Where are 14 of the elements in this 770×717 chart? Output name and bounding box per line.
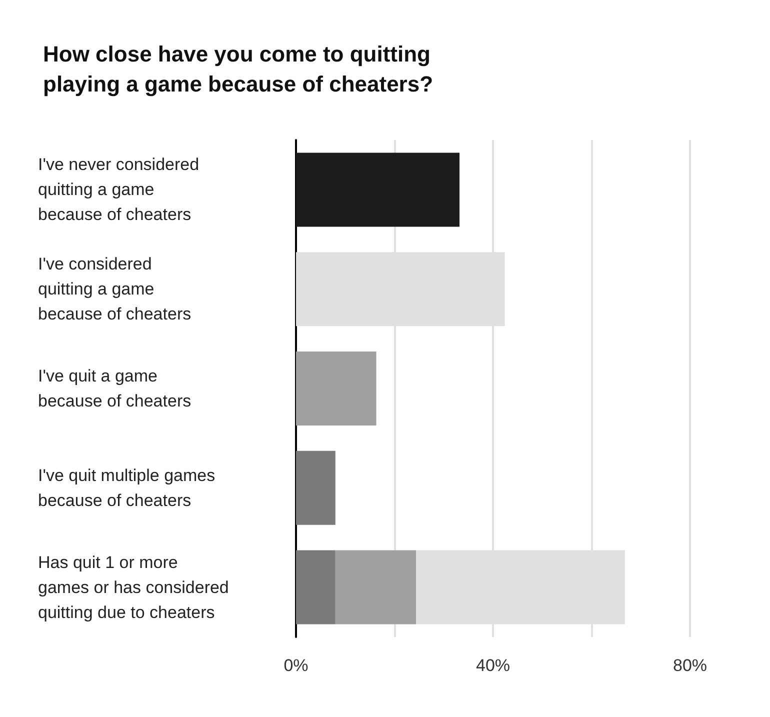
y-tick-label: I've never considered quitting a game because of cheaters (38, 155, 200, 224)
bar (296, 352, 376, 426)
chart-title: How close have you come to quitting playing a game because of cheaters? (43, 42, 434, 96)
y-tick-label: I've considered quitting a game because of cheaters (38, 254, 192, 324)
bar (296, 450, 336, 525)
y-tick-label: I've quit a game because of cheaters (38, 366, 192, 410)
bar (296, 550, 336, 624)
x-tick-label: 80% (672, 656, 708, 675)
bar (296, 152, 460, 227)
y-tick-label: Has quit 1 or more games or has considered quitting due to cheaters (38, 552, 229, 622)
x-tick-label: 40% (476, 656, 510, 675)
y-tick-label: I've quit multiple games because of cheaters (38, 466, 216, 510)
bar (335, 550, 416, 624)
x-tick-label: 0% (284, 656, 308, 675)
